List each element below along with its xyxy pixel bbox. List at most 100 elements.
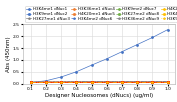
H3K4me2 dNuc6 <box>136 81 138 83</box>
H3K27me1 dNuc3 <box>30 82 32 83</box>
Line: H4K20me2 dNuc10: H4K20me2 dNuc10 <box>30 81 168 83</box>
H3K4me3 dNuc11 <box>90 82 93 83</box>
H3K9me1 dNuc2 <box>106 81 108 82</box>
H3K9me1 dNuc2 <box>167 81 169 82</box>
H3K27me1 dNuc3 <box>90 81 93 82</box>
H3K36me1 dNuc4 <box>136 81 138 83</box>
H3K27me1 dNuc3 <box>136 81 138 82</box>
H4K20me1 dNuc5 <box>75 81 77 83</box>
H3K27me3 dNuc13 <box>60 82 62 83</box>
H3K9me3 dNuc12 <box>106 82 108 83</box>
Line: H3K4me3 dNuc11: H3K4me3 dNuc11 <box>30 81 168 83</box>
H3K27me3 dNuc13 <box>30 82 32 83</box>
H3K9me2 dNuc7 <box>151 82 153 83</box>
H3K36me3 dNuc14 <box>45 82 47 83</box>
H4K20me1 dNuc5 <box>136 81 138 83</box>
H3K9me1 dNuc2 <box>60 81 62 82</box>
H3K4me3 dNuc11 <box>167 82 169 83</box>
Line: H3K36me3 dNuc14: H3K36me3 dNuc14 <box>30 81 168 83</box>
H4K20me2 dNuc10 <box>151 82 153 83</box>
H3K27me3 dNuc13 <box>90 82 93 83</box>
H3K27me2 dNuc8 <box>136 82 138 83</box>
H3K4me2 dNuc6 <box>45 82 47 83</box>
H4K20me1 dNuc5 <box>45 82 47 83</box>
H3K27me1 dNuc3 <box>151 81 153 82</box>
H3K9me2 dNuc7 <box>60 82 62 83</box>
H3K9me2 dNuc7 <box>45 82 47 83</box>
H3K36me1 dNuc4 <box>75 81 77 83</box>
H3K36me1 dNuc4 <box>60 81 62 83</box>
Line: H3K9me3 dNuc12: H3K9me3 dNuc12 <box>30 81 168 83</box>
H3K36me3 dNuc14 <box>151 82 153 83</box>
H3K36me1 dNuc4 <box>167 81 169 83</box>
Line: H3K36me2 dNuc9: H3K36me2 dNuc9 <box>30 81 168 83</box>
H3K36me2 dNuc9 <box>167 82 169 83</box>
H3K4me1 dNuc1 <box>136 44 138 45</box>
H3K27me3 dNuc13 <box>75 82 77 83</box>
H4K20me2 dNuc10 <box>106 82 108 83</box>
H3K27me2 dNuc8 <box>121 82 123 83</box>
Line: H3K27me2 dNuc8: H3K27me2 dNuc8 <box>30 81 168 83</box>
H3K9me3 dNuc12 <box>60 82 62 83</box>
H4K20me1 dNuc5 <box>121 81 123 83</box>
H3K9me1 dNuc2 <box>121 81 123 82</box>
H3K36me2 dNuc9 <box>106 82 108 83</box>
H3K4me1 dNuc1 <box>30 82 32 83</box>
H3K36me2 dNuc9 <box>90 82 93 83</box>
H3K36me3 dNuc14 <box>30 82 32 83</box>
H3K27me2 dNuc8 <box>60 82 62 83</box>
H4K20me3 dNuc15 <box>60 82 62 83</box>
H3K4me2 dNuc6 <box>30 82 32 83</box>
H4K20me2 dNuc10 <box>121 82 123 83</box>
H3K27me3 dNuc13 <box>136 82 138 83</box>
H3K4me1 dNuc1 <box>60 76 62 78</box>
H3K36me2 dNuc9 <box>75 82 77 83</box>
H4K20me3 dNuc15 <box>90 82 93 83</box>
H3K4me2 dNuc6 <box>167 81 169 83</box>
X-axis label: Designer Nucleosomes (dNucs) (ug/ml): Designer Nucleosomes (dNucs) (ug/ml) <box>45 93 153 98</box>
H3K27me3 dNuc13 <box>167 82 169 83</box>
H3K27me2 dNuc8 <box>151 82 153 83</box>
H3K36me1 dNuc4 <box>45 81 47 83</box>
H4K20me1 dNuc5 <box>167 81 169 83</box>
H4K20me3 dNuc15 <box>167 82 169 83</box>
H4K20me3 dNuc15 <box>121 82 123 83</box>
H3K36me2 dNuc9 <box>45 82 47 83</box>
H3K4me2 dNuc6 <box>60 82 62 83</box>
H3K9me2 dNuc7 <box>30 82 32 83</box>
Line: H3K9me1 dNuc2: H3K9me1 dNuc2 <box>30 81 168 83</box>
H3K36me2 dNuc9 <box>60 82 62 83</box>
Line: H3K4me2 dNuc6: H3K4me2 dNuc6 <box>30 81 168 83</box>
H3K36me1 dNuc4 <box>90 81 93 83</box>
H3K4me3 dNuc11 <box>136 82 138 83</box>
H3K36me2 dNuc9 <box>30 82 32 83</box>
H3K36me3 dNuc14 <box>90 82 93 83</box>
H3K9me1 dNuc2 <box>75 81 77 82</box>
H3K9me1 dNuc2 <box>90 81 93 82</box>
H3K4me3 dNuc11 <box>75 82 77 83</box>
H3K27me1 dNuc3 <box>121 81 123 82</box>
H3K36me1 dNuc4 <box>151 81 153 83</box>
H3K4me1 dNuc1 <box>151 37 153 38</box>
H3K9me1 dNuc2 <box>136 81 138 82</box>
H3K9me3 dNuc12 <box>151 82 153 83</box>
H3K9me2 dNuc7 <box>167 82 169 83</box>
H4K20me3 dNuc15 <box>106 82 108 83</box>
H3K27me3 dNuc13 <box>151 82 153 83</box>
H3K9me2 dNuc7 <box>106 82 108 83</box>
H3K4me1 dNuc1 <box>45 80 47 81</box>
H3K36me1 dNuc4 <box>106 81 108 83</box>
H3K9me2 dNuc7 <box>75 82 77 83</box>
H3K27me2 dNuc8 <box>90 82 93 83</box>
H4K20me2 dNuc10 <box>30 82 32 83</box>
H3K9me3 dNuc12 <box>121 82 123 83</box>
H3K36me1 dNuc4 <box>121 81 123 83</box>
H3K36me3 dNuc14 <box>75 82 77 83</box>
H3K4me3 dNuc11 <box>121 82 123 83</box>
H4K20me3 dNuc15 <box>45 82 47 83</box>
H3K36me3 dNuc14 <box>106 82 108 83</box>
H3K9me2 dNuc7 <box>121 82 123 83</box>
H4K20me3 dNuc15 <box>75 82 77 83</box>
H3K4me3 dNuc11 <box>60 82 62 83</box>
H4K20me3 dNuc15 <box>136 82 138 83</box>
